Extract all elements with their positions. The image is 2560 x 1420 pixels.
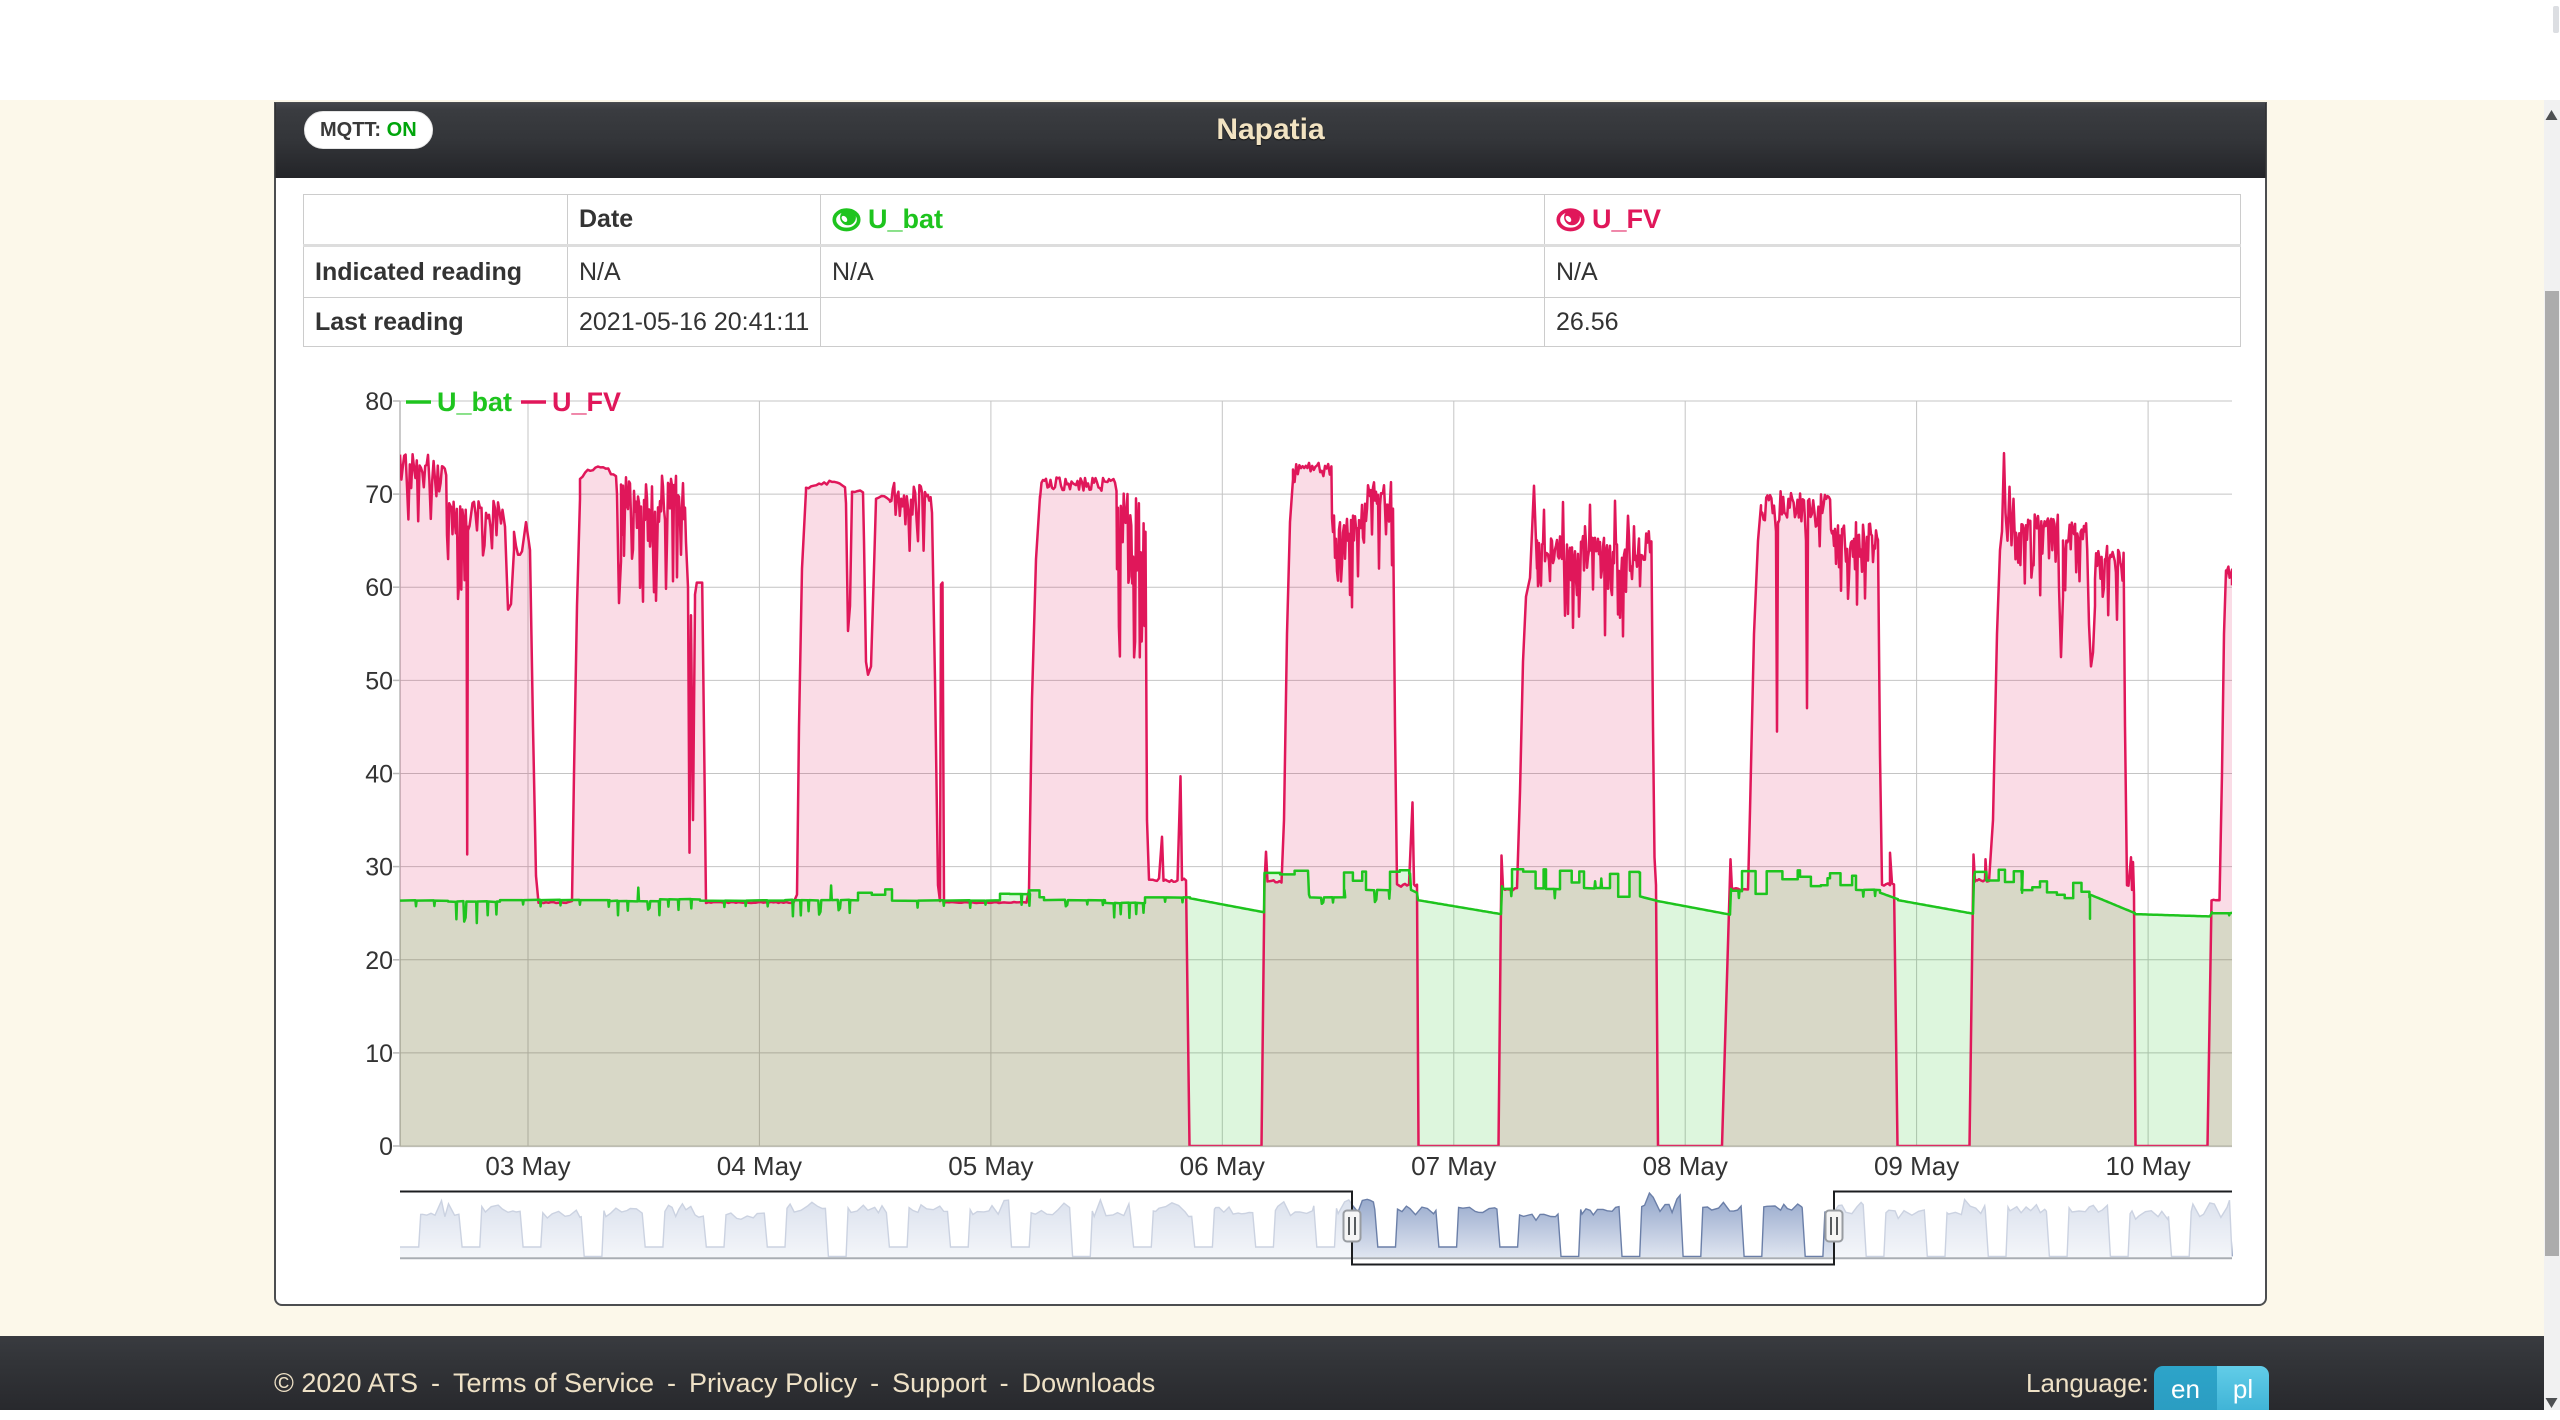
svg-text:10 May: 10 May	[2105, 1151, 2190, 1181]
svg-text:30: 30	[365, 854, 393, 882]
svg-text:60: 60	[365, 574, 393, 602]
svg-text:40: 40	[365, 761, 393, 789]
svg-text:03 May: 03 May	[485, 1151, 570, 1181]
svg-text:0: 0	[379, 1133, 393, 1161]
svg-text:50: 50	[365, 667, 393, 695]
svg-text:06 May: 06 May	[1180, 1151, 1265, 1181]
svg-text:20: 20	[365, 947, 393, 975]
svg-text:09 May: 09 May	[1874, 1151, 1959, 1181]
svg-text:U_bat: U_bat	[437, 387, 512, 417]
svg-text:05 May: 05 May	[948, 1151, 1033, 1181]
svg-text:10: 10	[365, 1040, 393, 1068]
svg-text:04 May: 04 May	[717, 1151, 802, 1181]
svg-text:70: 70	[365, 481, 393, 509]
svg-text:07 May: 07 May	[1411, 1151, 1496, 1181]
svg-text:80: 80	[365, 388, 393, 416]
svg-text:U_FV: U_FV	[552, 387, 621, 417]
svg-text:08 May: 08 May	[1643, 1151, 1728, 1181]
